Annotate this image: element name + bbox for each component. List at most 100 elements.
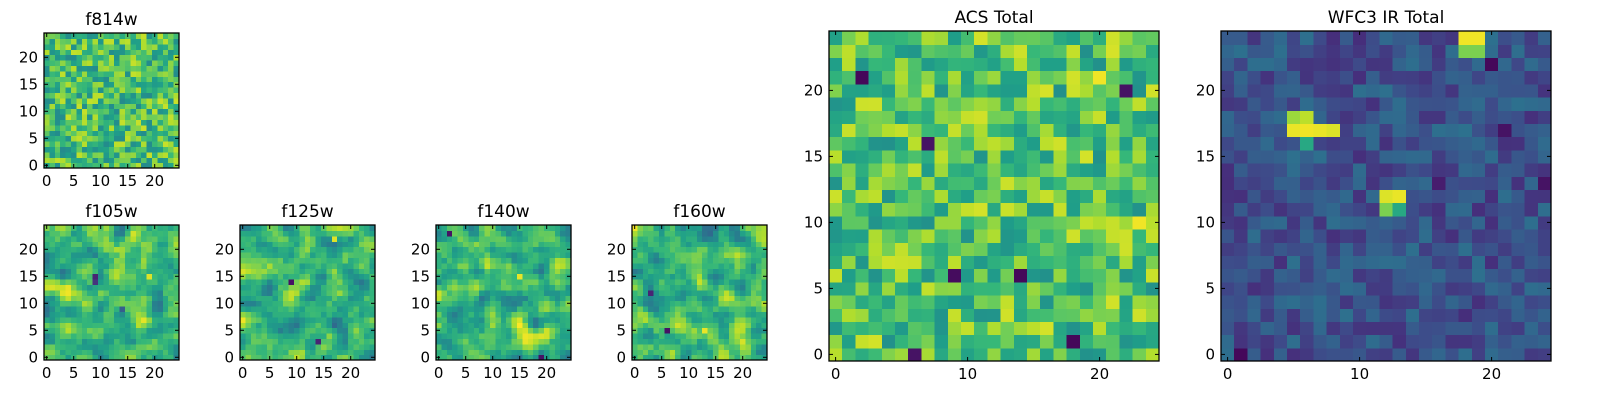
heatmap-cell (130, 311, 137, 318)
heatmap-cell (1419, 308, 1433, 322)
heatmap-cell (277, 262, 284, 269)
heatmap-cell (1119, 110, 1134, 124)
heatmap-cell (65, 114, 72, 120)
heatmap-cell (696, 300, 703, 307)
heatmap-cell (1471, 295, 1486, 309)
heatmap-cell (745, 235, 752, 242)
heatmap-cell (637, 327, 644, 334)
heatmap-cell (146, 162, 153, 169)
heatmap-cell (1040, 70, 1054, 85)
heatmap-cell (157, 49, 164, 56)
heatmap-cell (114, 246, 121, 253)
heatmap-cell (1405, 242, 1420, 256)
heatmap-cell (468, 349, 475, 356)
heatmap-cell (1066, 83, 1081, 98)
heatmap-cell (987, 97, 1002, 111)
heatmap-cell (168, 268, 175, 275)
heatmap-cell (664, 300, 671, 307)
heatmap-cell (750, 343, 757, 350)
heatmap-cell (108, 322, 115, 329)
heatmap-cell (895, 176, 909, 190)
heatmap-cell (659, 295, 665, 302)
heatmap-cell (473, 235, 480, 242)
heatmap-cell (130, 65, 137, 72)
x-tick-label: 15 (118, 364, 137, 382)
heatmap-cell (1287, 31, 1301, 45)
heatmap-cell (527, 268, 534, 275)
heatmap-cell (642, 268, 649, 275)
heatmap-cell (87, 33, 94, 39)
heatmap-cell (1524, 295, 1539, 309)
heatmap-cell (544, 311, 550, 318)
heatmap-cell (653, 257, 660, 264)
heatmap-cell (103, 295, 110, 302)
heatmap-cell (1445, 110, 1460, 124)
heatmap-cell (1405, 229, 1420, 243)
heatmap-cell (1313, 189, 1328, 204)
heatmap-cell (141, 316, 148, 323)
heatmap-cell (457, 354, 464, 361)
heatmap-cell (868, 70, 883, 85)
heatmap-cell (1432, 229, 1446, 243)
heatmap-cell (522, 268, 529, 275)
heatmap-cell (135, 43, 142, 50)
axes-frame (43, 32, 180, 169)
heatmap-cell (1260, 44, 1275, 58)
heatmap-cell (1485, 295, 1499, 309)
heatmap-cell (934, 44, 949, 58)
heatmap-cell (130, 306, 137, 312)
heatmap-cell (1221, 176, 1235, 190)
heatmap-cell (65, 349, 72, 356)
heatmap-cell (152, 252, 158, 258)
heatmap-cell (921, 110, 936, 124)
heatmap-cell (974, 334, 988, 349)
heatmap-cell (141, 60, 148, 66)
heatmap-cell (1313, 255, 1328, 270)
heatmap-cell (842, 334, 856, 349)
heatmap-cell (130, 284, 137, 291)
heatmap-cell (146, 230, 153, 237)
heatmap-cell (729, 262, 736, 269)
heatmap-cell (517, 311, 523, 318)
heatmap-cell (1537, 295, 1552, 309)
heatmap-cell (1066, 97, 1081, 111)
heatmap-cell (506, 343, 513, 350)
heatmap-cell (436, 295, 442, 302)
heatmap-cell (49, 268, 56, 275)
heatmap-cell (565, 322, 572, 329)
heatmap-cell (162, 97, 169, 104)
heatmap-cell (54, 295, 61, 302)
heatmap-cell (554, 235, 561, 242)
heatmap-cell (1053, 97, 1068, 111)
heatmap-cell (947, 70, 962, 85)
heatmap-cell (103, 97, 110, 104)
heatmap-cell (895, 295, 909, 309)
heatmap-cell (1287, 83, 1301, 98)
heatmap-cell (855, 57, 870, 72)
heatmap-cell (734, 327, 741, 334)
heatmap-cell (1405, 295, 1420, 309)
heatmap-cell (81, 235, 88, 242)
heatmap-cell (829, 242, 843, 256)
heatmap-cell (740, 262, 746, 269)
heatmap-cell (1145, 57, 1160, 72)
heatmap-cell (71, 295, 77, 302)
heatmap-cell (560, 327, 567, 334)
heatmap-cell (162, 343, 169, 350)
heatmap-cell (522, 300, 529, 307)
heatmap-cell (1093, 295, 1107, 309)
heatmap-cell (1079, 242, 1094, 256)
heatmap-cell (479, 343, 486, 350)
heatmap-cell (1000, 202, 1015, 217)
heatmap-cell (868, 44, 883, 58)
heatmap-cell (1339, 123, 1354, 138)
heatmap-cell (1353, 136, 1367, 151)
y-tick-label: 15 (19, 267, 38, 285)
heatmap-cell (342, 268, 349, 275)
heatmap-cell (119, 327, 126, 334)
heatmap-cell (517, 246, 523, 253)
heatmap-cell (326, 268, 333, 275)
heatmap-cell (168, 135, 175, 142)
heatmap-cell (108, 33, 115, 39)
heatmap-cell (304, 349, 311, 356)
